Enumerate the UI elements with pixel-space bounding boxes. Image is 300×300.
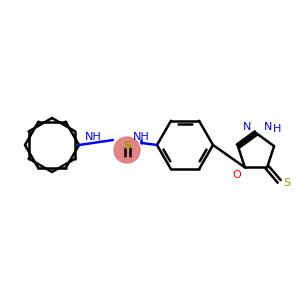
Text: NH: NH: [133, 133, 149, 142]
Text: H: H: [273, 124, 281, 134]
Ellipse shape: [114, 137, 140, 163]
Text: O: O: [232, 170, 241, 180]
Text: S: S: [283, 178, 290, 188]
Text: NH: NH: [85, 133, 101, 142]
Text: N: N: [264, 122, 272, 132]
Text: N: N: [243, 122, 251, 132]
Text: S: S: [123, 141, 131, 151]
